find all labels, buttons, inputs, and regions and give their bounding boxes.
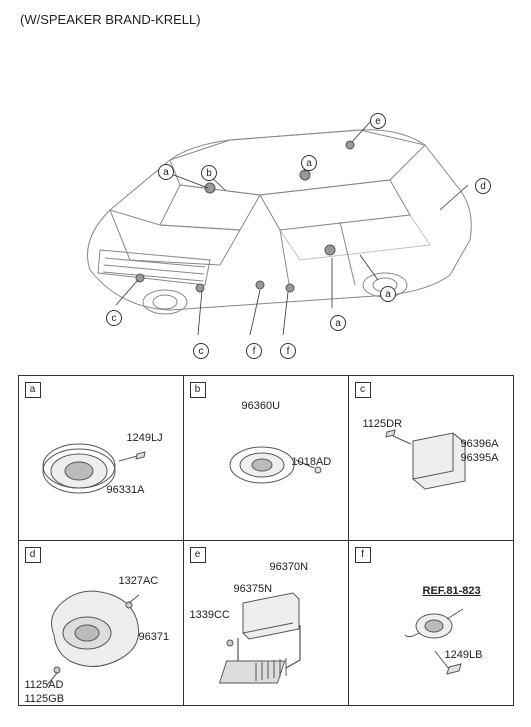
cell-d: d 1327AC 96371 1125AD 1125GB [18, 540, 184, 706]
callout-a: a [380, 286, 396, 302]
callout-e: e [370, 113, 386, 129]
part-number: 96396A [461, 438, 499, 450]
callout-a: a [301, 155, 317, 171]
callout-c: c [106, 310, 122, 326]
part-number: 1125AD [25, 679, 64, 691]
part-number: 1249LJ [127, 432, 163, 444]
callout-f: f [246, 343, 262, 359]
diagram-title: (W/SPEAKER BRAND-KRELL) [20, 12, 201, 27]
car-svg [30, 50, 501, 360]
part-number: 1018AD [292, 456, 332, 468]
part-number: 1125GB [25, 693, 65, 705]
cell-label: a [25, 382, 41, 398]
callout-b: b [201, 165, 217, 181]
callout-d: d [475, 178, 491, 194]
part-number: 96360U [242, 400, 281, 412]
cell-a: a 1249LJ 96331A [18, 375, 184, 541]
part-number: 96331A [107, 484, 145, 496]
cell-label: c [355, 382, 371, 398]
callout-f: f [280, 343, 296, 359]
cell-label: f [355, 547, 371, 563]
cell-c: c 1125DR 96396A 96395A [348, 375, 514, 541]
vehicle-illustration: a b e a d c a c f f a [30, 50, 501, 360]
callout-a: a [158, 164, 174, 180]
part-number: 1249LB [445, 649, 483, 661]
part-number: 96370N [270, 561, 309, 573]
cell-f: f REF.81-823 1249LB [348, 540, 514, 706]
cell-b: b 96360U 1018AD [183, 375, 349, 541]
parts-grid: a 1249LJ 96331A b 96360U 1018AD c 1125DR 96396A 9… [18, 375, 513, 705]
cell-label: e [190, 547, 206, 563]
cell-label: b [190, 382, 206, 398]
part-number: REF.81-823 [423, 585, 481, 597]
part-number: 1125DR [363, 418, 403, 430]
part-number: 96395A [461, 452, 499, 464]
part-number: 1339CC [190, 609, 230, 621]
callout-a: a [330, 315, 346, 331]
part-number: 96375N [234, 583, 273, 595]
cell-e: e 96370N 96375N 1339CC [183, 540, 349, 706]
cell-label: d [25, 547, 41, 563]
part-number: 96371 [139, 631, 170, 643]
callout-c: c [193, 343, 209, 359]
part-number: 1327AC [119, 575, 159, 587]
